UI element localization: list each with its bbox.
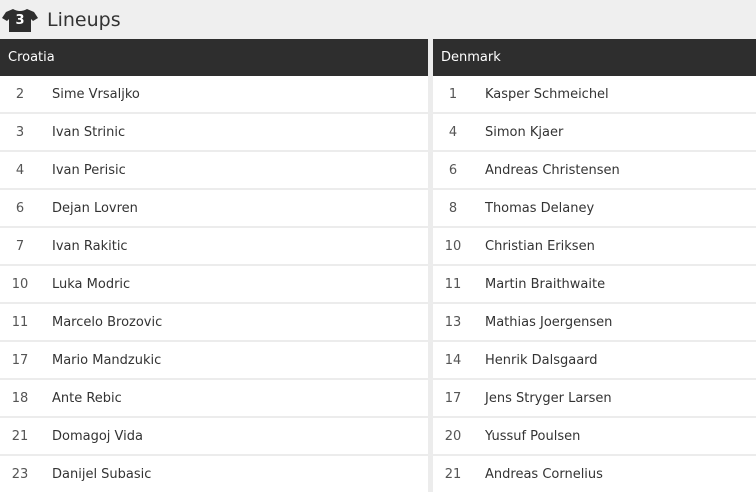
player-number: 18	[11, 390, 29, 406]
player-number: 17	[11, 352, 29, 368]
player-name[interactable]: Sime Vrsaljko	[52, 86, 140, 102]
player-number: 3	[15, 124, 25, 140]
player-row: 6 Andreas Christensen	[433, 152, 756, 188]
player-name[interactable]: Ante Rebic	[52, 390, 122, 406]
player-row: 21 Domagoj Vida	[0, 418, 428, 454]
player-row: 8 Thomas Delaney	[433, 190, 756, 226]
team-name: Croatia	[0, 39, 428, 76]
player-number: 11	[11, 314, 29, 330]
player-name[interactable]: Ivan Strinic	[52, 124, 126, 140]
player-row: 20 Yussuf Poulsen	[433, 418, 756, 454]
player-number: 4	[15, 162, 25, 178]
player-name[interactable]: Mathias Joergensen	[485, 314, 613, 330]
player-name[interactable]: Marcelo Brozovic	[52, 314, 163, 330]
player-number: 6	[15, 200, 25, 216]
player-row: 21 Andreas Cornelius	[433, 456, 756, 492]
player-row: 17 Jens Stryger Larsen	[433, 380, 756, 416]
player-name[interactable]: Andreas Cornelius	[485, 466, 603, 482]
player-number: 21	[444, 466, 462, 482]
player-name[interactable]: Yussuf Poulsen	[485, 428, 581, 444]
player-row: 10 Luka Modric	[0, 266, 428, 302]
lineup-croatia: Croatia 2 Sime Vrsaljko 3 Ivan Strinic 4…	[0, 39, 428, 492]
player-row: 23 Danijel Subasic	[0, 456, 428, 492]
player-number: 2	[15, 86, 25, 102]
player-number: 6	[448, 162, 458, 178]
player-number: 10	[11, 276, 29, 292]
player-name[interactable]: Jens Stryger Larsen	[485, 390, 612, 406]
player-row: 7 Ivan Rakitic	[0, 228, 428, 264]
player-row: 10 Christian Eriksen	[433, 228, 756, 264]
player-number: 13	[444, 314, 462, 330]
player-name[interactable]: Thomas Delaney	[485, 200, 595, 216]
section-header: 3 Lineups	[0, 0, 756, 39]
player-number: 1	[448, 86, 458, 102]
lineup-denmark: Denmark 1 Kasper Schmeichel 4 Simon Kjae…	[433, 39, 756, 492]
player-row: 11 Martin Braithwaite	[433, 266, 756, 302]
player-name[interactable]: Danijel Subasic	[52, 466, 152, 482]
player-name[interactable]: Henrik Dalsgaard	[485, 352, 598, 368]
player-name[interactable]: Simon Kjaer	[485, 124, 564, 140]
player-number: 11	[444, 276, 462, 292]
player-name[interactable]: Ivan Rakitic	[52, 238, 128, 254]
player-number: 4	[448, 124, 458, 140]
player-name[interactable]: Martin Braithwaite	[485, 276, 606, 292]
player-name[interactable]: Andreas Christensen	[485, 162, 620, 178]
player-number: 7	[15, 238, 25, 254]
team-name: Denmark	[433, 39, 756, 76]
player-row: 11 Marcelo Brozovic	[0, 304, 428, 340]
player-name[interactable]: Luka Modric	[52, 276, 131, 292]
player-name[interactable]: Domagoj Vida	[52, 428, 143, 444]
section-title: Lineups	[47, 8, 121, 31]
player-number: 10	[444, 238, 462, 254]
player-number: 20	[444, 428, 462, 444]
player-name[interactable]: Ivan Perisic	[52, 162, 126, 178]
player-row: 6 Dejan Lovren	[0, 190, 428, 226]
player-number: 21	[11, 428, 29, 444]
player-row: 4 Simon Kjaer	[433, 114, 756, 150]
player-number: 17	[444, 390, 462, 406]
player-row: 18 Ante Rebic	[0, 380, 428, 416]
player-name[interactable]: Dejan Lovren	[52, 200, 138, 216]
player-row: 13 Mathias Joergensen	[433, 304, 756, 340]
player-name[interactable]: Kasper Schmeichel	[485, 86, 609, 102]
shirt-number: 3	[15, 12, 25, 28]
player-name[interactable]: Mario Mandzukic	[52, 352, 162, 368]
player-row: 1 Kasper Schmeichel	[433, 76, 756, 112]
player-row: 14 Henrik Dalsgaard	[433, 342, 756, 378]
player-row: 3 Ivan Strinic	[0, 114, 428, 150]
player-number: 23	[11, 466, 29, 482]
shirt-icon: 3	[2, 8, 38, 32]
player-row: 4 Ivan Perisic	[0, 152, 428, 188]
player-number: 8	[448, 200, 458, 216]
player-name[interactable]: Christian Eriksen	[485, 238, 595, 254]
player-number: 14	[444, 352, 462, 368]
player-row: 17 Mario Mandzukic	[0, 342, 428, 378]
player-row: 2 Sime Vrsaljko	[0, 76, 428, 112]
